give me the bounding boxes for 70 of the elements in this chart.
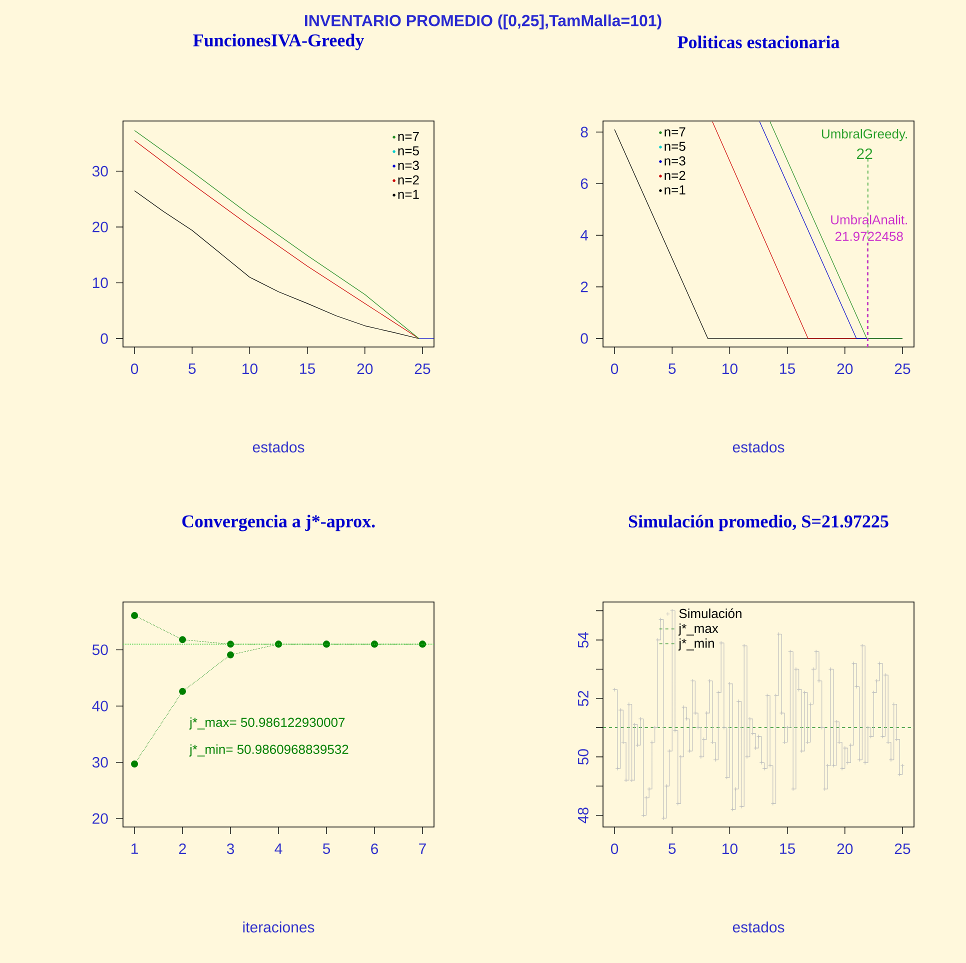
x-tick-label: 15 bbox=[780, 844, 796, 854]
y-tick-label: 50 bbox=[578, 749, 588, 765]
y-tick-label: 0 bbox=[100, 333, 108, 344]
legend-label: Simulación bbox=[679, 608, 742, 618]
x-tick-label: 25 bbox=[414, 364, 430, 374]
x-tick-label: 3 bbox=[226, 844, 234, 854]
y-tick-label: 6 bbox=[580, 178, 588, 189]
y-tick-label: 20 bbox=[92, 813, 108, 824]
y-tick-label: 4 bbox=[580, 230, 588, 240]
annotation: j*_min= 50.9860968839532 bbox=[189, 744, 348, 757]
x-tick-label: 7 bbox=[419, 844, 426, 854]
y-tick-label: 52 bbox=[578, 690, 588, 706]
x-tick-label: 5 bbox=[322, 844, 330, 854]
legend-label: n=2 bbox=[664, 170, 686, 180]
y-tick-label: 2 bbox=[580, 282, 588, 292]
y-tick-label: 40 bbox=[92, 700, 108, 712]
legend-label: n=7 bbox=[664, 127, 686, 136]
legend-label: j*_min bbox=[678, 638, 714, 650]
x-tick-label: 10 bbox=[722, 844, 738, 854]
y-tick-label: 30 bbox=[92, 166, 108, 177]
legend-label: n=5 bbox=[398, 146, 419, 156]
y-tick-label: 20 bbox=[92, 222, 108, 232]
legend-label: n=1 bbox=[398, 190, 419, 199]
x-axis-title: estados bbox=[252, 441, 304, 452]
x-tick-label: 0 bbox=[610, 844, 618, 854]
x-axis-title: estados bbox=[732, 441, 784, 452]
x-tick-label: 10 bbox=[722, 364, 738, 374]
x-tick-label: 25 bbox=[894, 844, 910, 854]
x-tick-label: 2 bbox=[179, 844, 186, 854]
legend-label: n=3 bbox=[398, 160, 419, 170]
x-tick-label: 15 bbox=[300, 364, 316, 374]
x-tick-label: 5 bbox=[668, 844, 676, 854]
annotation: 21.9722458 bbox=[835, 232, 903, 241]
x-tick-label: 10 bbox=[242, 364, 258, 374]
x-tick-label: 4 bbox=[274, 844, 282, 854]
x-tick-label: 20 bbox=[837, 364, 853, 374]
legend-label: n=1 bbox=[664, 185, 686, 194]
ref-line-label: UmbralGreedy. bbox=[822, 128, 907, 142]
legend-label: n=5 bbox=[664, 142, 686, 151]
annotation: j*_max= 50.986122930007 bbox=[189, 717, 345, 730]
y-tick-label: 54 bbox=[578, 632, 588, 648]
legend-label: n=3 bbox=[664, 156, 686, 166]
x-tick-label: 6 bbox=[371, 844, 378, 854]
legend-label: n=2 bbox=[398, 175, 419, 184]
x-tick-label: 15 bbox=[780, 364, 796, 374]
chart-title: Politicas estacionaria bbox=[678, 36, 840, 48]
x-axis-title: estados bbox=[732, 921, 784, 932]
legend-label: j*_max bbox=[678, 623, 718, 636]
y-tick-label: 8 bbox=[580, 126, 588, 138]
x-tick-label: 20 bbox=[357, 364, 373, 374]
chart-subtitle: FuncionesIVA-Greedy bbox=[193, 34, 364, 50]
x-tick-label: 0 bbox=[130, 364, 138, 374]
y-tick-label: 0 bbox=[580, 333, 588, 344]
x-tick-label: 0 bbox=[610, 364, 618, 374]
y-tick-label: 10 bbox=[92, 278, 108, 288]
x-tick-label: 5 bbox=[668, 364, 676, 374]
chart-title: Convergencia a j*-aprox. bbox=[182, 514, 375, 532]
ref-line-label: UmbralAnalit. bbox=[831, 214, 907, 224]
text: INVENTARIO PROMEDIO ([0,25],TamMalla=101) bbox=[305, 14, 662, 30]
legend-label: n=7 bbox=[398, 132, 419, 141]
y-tick-label: 50 bbox=[92, 644, 108, 656]
x-tick-label: 25 bbox=[894, 364, 910, 374]
chart-title: Simulación promedio, S=21.97225 bbox=[628, 514, 888, 532]
annotation: 22 bbox=[856, 148, 872, 159]
x-tick-label: 20 bbox=[837, 844, 853, 854]
x-tick-label: 1 bbox=[131, 844, 138, 854]
x-axis-title: iteraciones bbox=[243, 921, 314, 932]
x-tick-label: 5 bbox=[188, 364, 196, 374]
y-tick-label: 48 bbox=[578, 808, 588, 824]
y-tick-label: 30 bbox=[92, 756, 108, 768]
